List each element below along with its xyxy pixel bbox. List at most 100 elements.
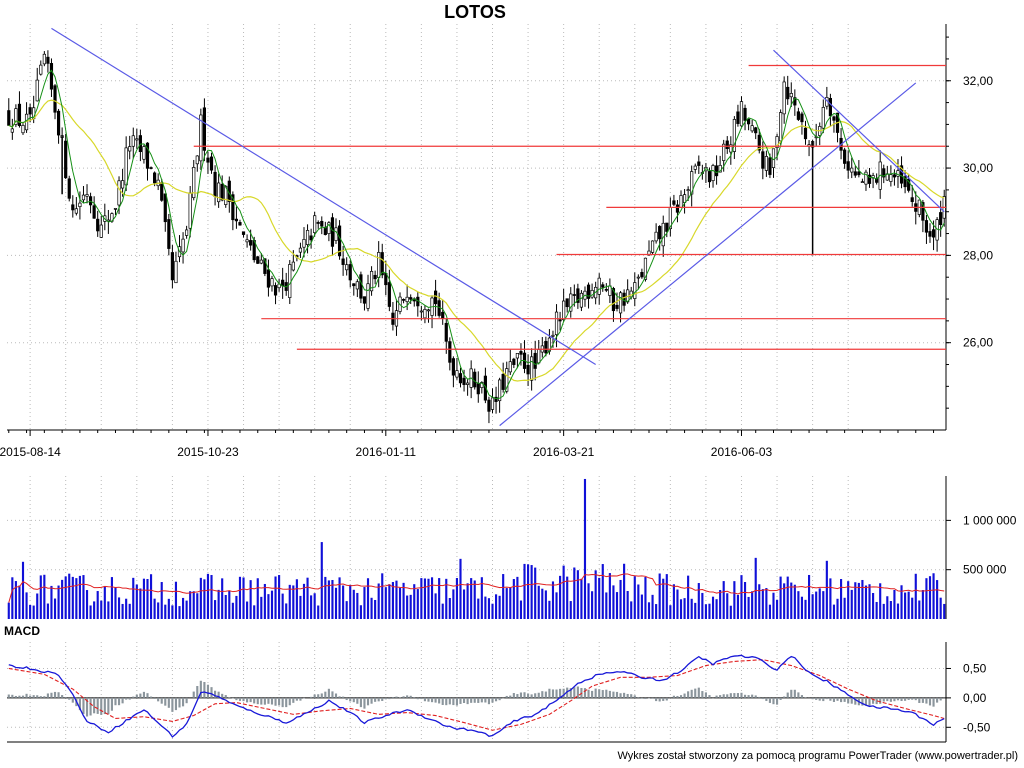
- macd-histogram-bar: [349, 697, 352, 702]
- macd-histogram-bar: [765, 697, 768, 701]
- macd-histogram-bar: [327, 688, 330, 698]
- candle-body: [455, 370, 459, 378]
- volume-bar: [701, 592, 704, 619]
- macd-histogram-bar: [697, 687, 700, 698]
- candle-body: [498, 379, 502, 402]
- volume-bar: [665, 574, 668, 619]
- volume-bar: [783, 583, 786, 619]
- candle-body: [853, 171, 857, 176]
- macd-histogram-bar: [406, 695, 409, 698]
- macd-histogram-bar: [21, 695, 25, 698]
- volume-bar: [655, 604, 658, 619]
- volume-bar: [206, 573, 210, 619]
- ma-fast-line: [8, 69, 945, 400]
- macd-histogram-bar: [619, 693, 622, 698]
- volume-bar: [181, 597, 185, 619]
- volume-bar: [918, 600, 921, 619]
- macd-histogram-bar: [662, 697, 665, 701]
- candle-body: [896, 170, 900, 177]
- volume-bar: [267, 594, 270, 619]
- volume-bar: [295, 579, 298, 619]
- macd-histogram-bar: [921, 697, 924, 703]
- volume-bar: [480, 577, 483, 619]
- macd-histogram-bar: [904, 697, 907, 701]
- macd-histogram-bar: [53, 691, 57, 698]
- candle-body: [530, 356, 534, 381]
- volume-bar: [50, 585, 53, 619]
- candle-body: [49, 63, 54, 90]
- volume-bar: [832, 604, 836, 619]
- macd-histogram-bar: [377, 697, 380, 702]
- volume-bar: [868, 584, 871, 619]
- volume-bar: [829, 578, 832, 619]
- volume-bar: [879, 583, 882, 619]
- candle-body: [259, 259, 263, 264]
- volume-bar: [658, 573, 661, 619]
- volume-bar: [374, 599, 377, 619]
- candle-body: [291, 261, 295, 271]
- candle-body: [579, 292, 584, 308]
- macd-histogram-bar: [658, 697, 661, 702]
- candle-body: [92, 205, 96, 219]
- macd-histogram-bar: [157, 697, 160, 702]
- volume-bar: [189, 591, 192, 619]
- macd-histogram-bar: [96, 697, 99, 714]
- macd-histogram-bar: [487, 697, 491, 705]
- macd-histogram-bar: [11, 694, 14, 698]
- volume-bar: [928, 576, 932, 619]
- macd-histogram-bar: [466, 697, 469, 705]
- volume-bar: [911, 597, 914, 619]
- macd-histogram-bar: [640, 697, 643, 699]
- volume-bar: [324, 576, 327, 619]
- candle-body: [241, 231, 246, 235]
- macd-histogram-bar: [701, 691, 704, 698]
- macd-histogram-bar: [121, 697, 124, 704]
- candle-body: [224, 185, 228, 205]
- volume-bar: [75, 578, 78, 619]
- macd-histogram-bar: [370, 697, 373, 704]
- macd-histogram-bar: [576, 686, 579, 698]
- candle-body: [572, 294, 576, 296]
- candle-body: [53, 85, 57, 113]
- macd-histogram-bar: [498, 697, 501, 701]
- candle-body: [273, 285, 278, 296]
- macd-histogram-bar: [409, 695, 412, 698]
- volume-bar: [811, 594, 814, 619]
- volume-bar: [566, 576, 569, 619]
- candle-body: [426, 309, 431, 312]
- candle-body: [199, 114, 203, 162]
- macd-histogram-bar: [797, 692, 800, 698]
- macd-histogram-bar: [647, 697, 651, 699]
- candle-body: [903, 176, 907, 188]
- candle-body: [302, 239, 306, 248]
- candle-body: [754, 127, 758, 134]
- volume-bar: [409, 594, 412, 619]
- candle-body: [330, 217, 335, 247]
- volume-bar: [53, 598, 57, 619]
- macd-histogram-bar: [125, 697, 128, 700]
- volume-bar: [82, 575, 85, 619]
- volume-bar: [612, 585, 615, 619]
- candle-body: [96, 218, 100, 232]
- volume-bar: [683, 598, 686, 619]
- volume-bar: [242, 577, 245, 619]
- volume-bar: [886, 596, 889, 619]
- macd-histogram-bar: [445, 697, 448, 706]
- candle-body: [686, 189, 690, 192]
- macd-histogram-bar: [882, 697, 885, 702]
- macd-histogram-bar: [203, 681, 206, 698]
- candle-body: [640, 272, 644, 278]
- volume-bar: [278, 575, 281, 619]
- macd-histogram-bar: [491, 697, 494, 703]
- macd-histogram-bar: [359, 697, 362, 708]
- candle-body: [149, 167, 153, 169]
- volume-bar: [434, 593, 437, 619]
- volume-bar: [459, 558, 462, 619]
- macd-histogram-bar: [850, 697, 853, 704]
- macd-histogram-bar: [936, 697, 939, 703]
- macd-histogram-bar: [413, 697, 416, 698]
- candle-body: [373, 274, 377, 280]
- candle-body: [939, 212, 943, 226]
- candle-body: [544, 340, 548, 354]
- candle-body: [121, 180, 125, 189]
